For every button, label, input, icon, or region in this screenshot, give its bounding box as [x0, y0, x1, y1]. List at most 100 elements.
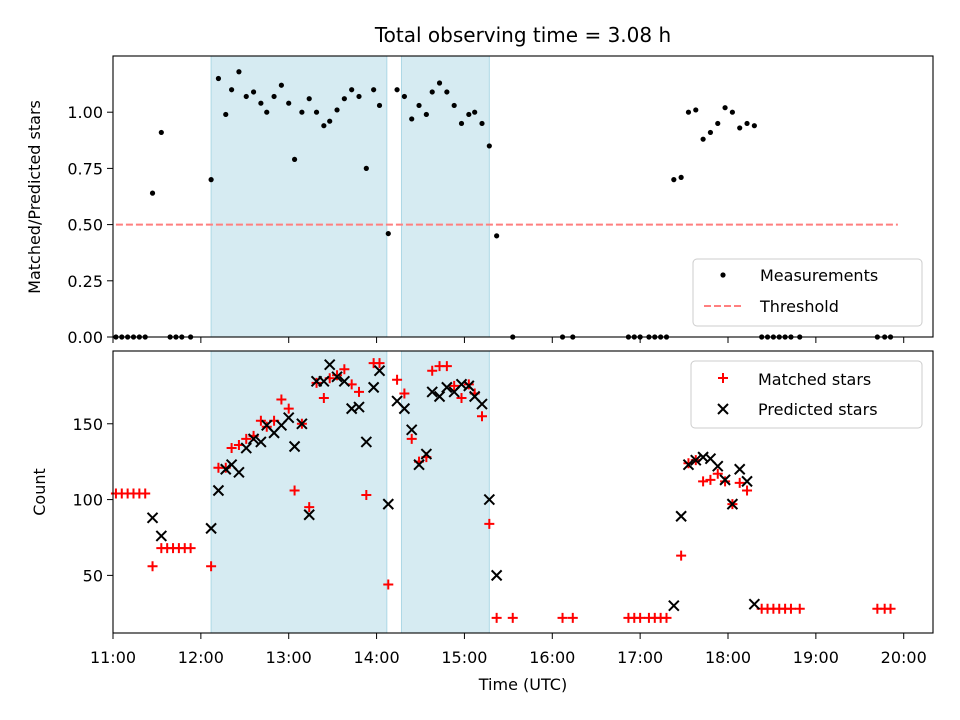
top-legend-box — [692, 258, 923, 327]
bottom-x-tick-label: 19:00 — [793, 648, 839, 667]
matched-star-point — [354, 386, 364, 397]
top-legend: Measurements Threshold — [692, 258, 923, 327]
bottom-x-tick-label: 16:00 — [529, 648, 575, 667]
predicted-star-point — [338, 375, 351, 388]
bottom-x-tick-label: 18:00 — [705, 648, 751, 667]
matched-star-point — [147, 561, 158, 572]
predicted-star-point — [682, 459, 695, 471]
matched-star-point — [676, 550, 687, 561]
top-axes-frame — [112, 55, 934, 338]
measurement-point — [429, 89, 435, 95]
matched-star-point — [712, 468, 723, 479]
measurement-point — [356, 93, 362, 100]
matched-star-point — [484, 518, 495, 529]
predicted-star-point — [483, 493, 496, 506]
shaded-interval — [210, 55, 388, 338]
legend-predicted-label: Predicted stars — [758, 400, 878, 419]
matched-star-point — [441, 361, 452, 372]
measurement-point — [306, 96, 312, 102]
predicted-star-point — [255, 436, 267, 448]
matched-star-point — [427, 365, 438, 376]
bottom-x-tick-label: 12:00 — [178, 648, 224, 667]
measurement-point — [236, 69, 242, 75]
measurement-point — [363, 165, 369, 171]
measurement-point — [341, 96, 347, 102]
measurement-point — [722, 105, 728, 111]
top-shaded-intervals — [210, 55, 490, 338]
measurement-point — [229, 87, 235, 93]
matched-star-point — [449, 380, 460, 391]
measurement-point — [479, 120, 485, 127]
bottom-x-tick-label: 13:00 — [266, 648, 312, 667]
predicted-star-point — [413, 459, 425, 471]
predicted-star-point — [240, 442, 252, 454]
measurement-point — [466, 111, 472, 118]
measurement-point — [494, 233, 500, 239]
matched-star-point — [463, 379, 474, 390]
bottom-matched-points — [110, 358, 896, 623]
measurement-point — [423, 111, 429, 118]
measurement-point — [264, 109, 270, 115]
bottom-y-axis-label: Count — [30, 468, 49, 516]
bottom-y-tick-label: 50 — [83, 566, 103, 585]
matched-star-point — [567, 612, 578, 623]
predicted-star-point — [741, 475, 753, 488]
predicted-star-point — [382, 498, 394, 510]
predicted-star-point — [303, 509, 315, 521]
predicted-star-point — [463, 380, 475, 392]
measurement-point — [327, 118, 333, 124]
top-y-tick-label: 0.50 — [67, 216, 103, 235]
matched-star-point — [406, 433, 417, 444]
measurement-point — [349, 87, 355, 93]
matched-star-point — [276, 394, 287, 405]
predicted-star-point — [318, 375, 330, 388]
bottom-shaded-intervals — [210, 350, 490, 634]
measurement-point — [394, 87, 400, 93]
matched-star-point — [255, 415, 266, 426]
bottom-x-tick-label: 15:00 — [441, 648, 487, 667]
predicted-star-point — [247, 433, 260, 445]
predicted-star-point — [205, 522, 217, 535]
bottom-y-tick-label: 150 — [72, 415, 103, 434]
measurement-point — [444, 89, 450, 95]
bottom-predicted-points — [146, 358, 761, 612]
top-chart-title: Total observing time = 3.08 h — [374, 23, 671, 47]
measurement-point — [250, 89, 257, 95]
shaded-interval — [400, 55, 490, 338]
measurement-point — [700, 136, 706, 142]
matched-star-point — [383, 579, 394, 590]
predicted-star-point — [373, 365, 386, 377]
predicted-star-point — [155, 530, 168, 542]
measurement-point — [376, 102, 383, 109]
top-y-tick-label: 1.00 — [67, 103, 103, 122]
matched-star-point — [185, 543, 196, 554]
measurement-point — [271, 93, 277, 100]
predicted-star-point — [433, 390, 446, 403]
measurement-point — [313, 109, 320, 115]
measurement-point — [321, 123, 327, 129]
measurement-point — [215, 75, 222, 82]
matched-star-point — [311, 377, 322, 388]
matched-star-point — [885, 603, 896, 614]
legend-measurements-label: Measurements — [760, 266, 878, 285]
top-y-tick-label: 0.75 — [67, 159, 103, 178]
predicted-star-point — [476, 398, 488, 410]
matched-star-point — [477, 411, 487, 422]
predicted-star-point — [360, 436, 373, 448]
predicted-star-point — [331, 371, 343, 383]
bottom-x-tick-label: 20:00 — [881, 648, 927, 667]
measurement-point — [149, 190, 156, 196]
measurement-point — [472, 109, 478, 115]
matched-star-point — [742, 485, 753, 496]
matched-star-point — [304, 502, 315, 513]
bottom-x-tick-label: 11:00 — [90, 648, 136, 667]
matched-star-point — [332, 370, 343, 381]
measurement-point — [744, 120, 750, 127]
matched-star-point — [283, 403, 294, 414]
predicted-star-point — [212, 484, 225, 497]
bottom-axes-frame — [112, 350, 934, 634]
bottom-x-axis-label: Time (UTC) — [478, 675, 567, 694]
legend-predicted-marker — [717, 403, 729, 415]
matched-star-point — [374, 358, 385, 369]
